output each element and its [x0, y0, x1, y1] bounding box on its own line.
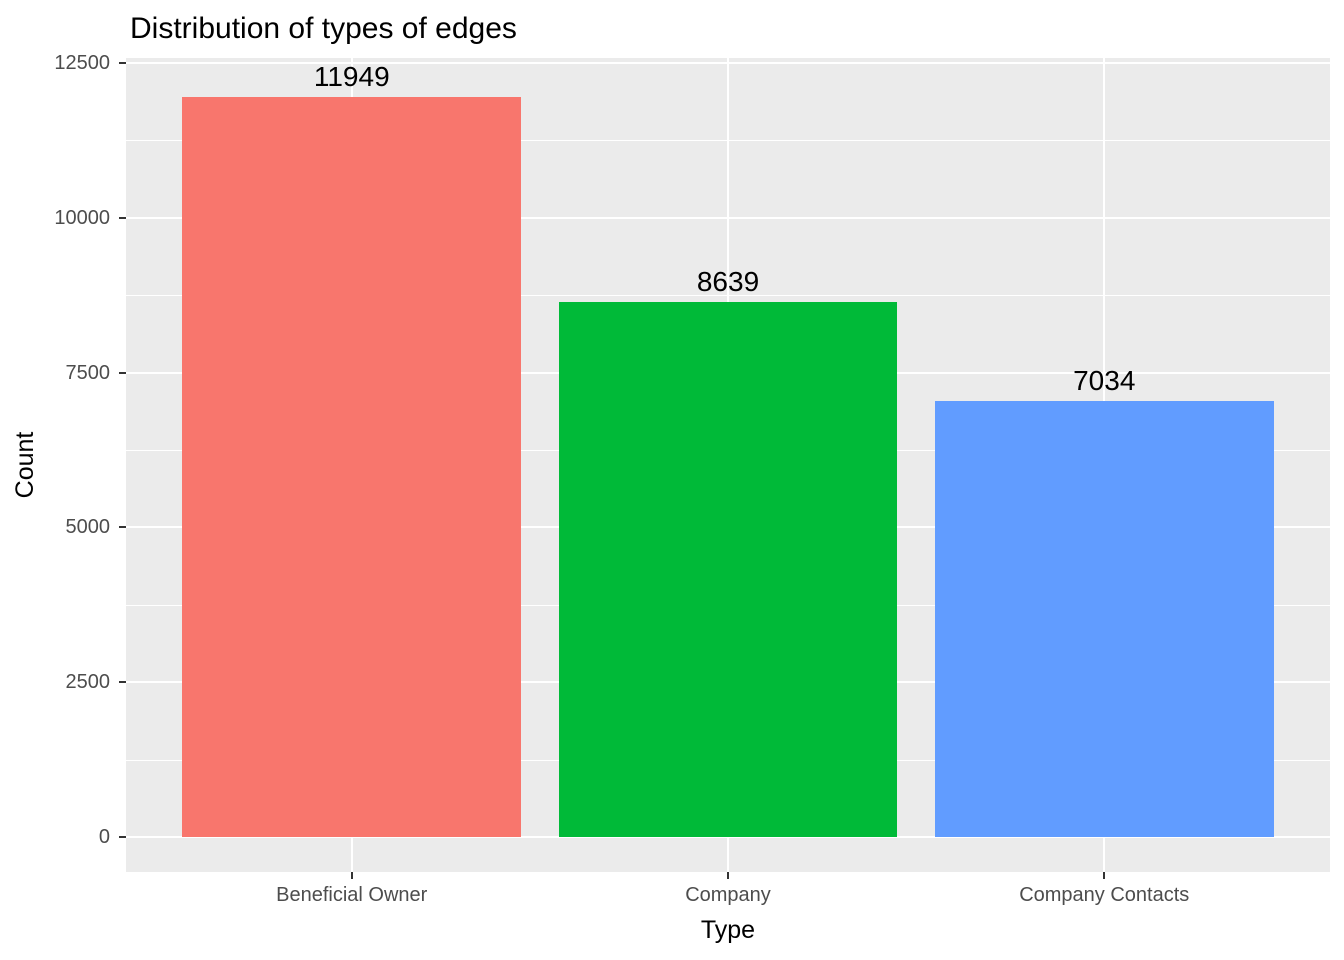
y-tick-mark	[119, 62, 126, 64]
chart-title: Distribution of types of edges	[130, 12, 517, 45]
x-tick-label: Beneficial Owner	[276, 884, 428, 906]
y-tick-label: 5000	[65, 516, 111, 539]
y-tick-label: 0	[98, 826, 110, 848]
bar-value-label: 11949	[313, 61, 390, 93]
y-tick-mark	[119, 371, 126, 374]
y-tick-label: 2500	[65, 671, 111, 694]
plot-panel: 11949 8639 7034	[126, 58, 1330, 872]
y-tick-mark	[119, 526, 126, 529]
y-tick-label: 7500	[65, 361, 111, 384]
y-tick-mark	[119, 216, 126, 219]
x-tick-mark	[350, 872, 353, 879]
x-axis-title: Type	[700, 916, 756, 944]
x-tick-label: Company	[685, 884, 771, 906]
x-tick-label: Company Contacts	[1019, 884, 1190, 906]
y-tick-mark	[119, 836, 126, 838]
y-tick-mark	[119, 681, 126, 684]
y-axis-title: Count	[11, 431, 39, 499]
y-tick-label: 12500	[54, 52, 110, 74]
bar-beneficial-owner	[182, 97, 522, 837]
x-tick-mark	[727, 872, 729, 879]
bar-value-label: 7034	[1073, 365, 1136, 397]
bar-company	[558, 302, 898, 837]
y-tick-label: 10000	[54, 206, 110, 229]
x-tick-mark	[1103, 872, 1106, 879]
bar-company-contacts	[934, 401, 1274, 837]
bar-value-label: 8639	[696, 266, 760, 298]
